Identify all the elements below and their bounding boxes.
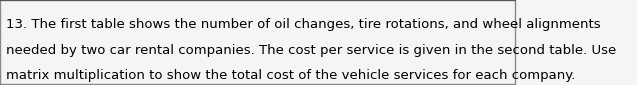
Text: matrix multiplication to show the total cost of the vehicle services for each co: matrix multiplication to show the total …	[6, 69, 576, 82]
Text: 13. The first table shows the number of oil changes, tire rotations, and wheel a: 13. The first table shows the number of …	[6, 18, 601, 31]
FancyBboxPatch shape	[0, 0, 515, 84]
Text: needed by two car rental companies. The cost per service is given in the second : needed by two car rental companies. The …	[6, 44, 617, 57]
